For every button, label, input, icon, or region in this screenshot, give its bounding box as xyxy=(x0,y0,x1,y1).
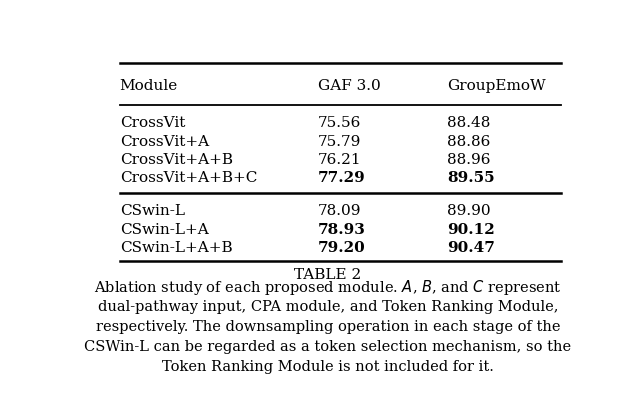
Text: CSwin-L: CSwin-L xyxy=(120,204,185,218)
Text: CSwin-L+A: CSwin-L+A xyxy=(120,223,209,237)
Text: respectively. The downsampling operation in each stage of the: respectively. The downsampling operation… xyxy=(96,320,560,334)
Text: GAF 3.0: GAF 3.0 xyxy=(318,79,381,93)
Text: 89.55: 89.55 xyxy=(447,172,495,186)
Text: dual-pathway input, CPA module, and Token Ranking Module,: dual-pathway input, CPA module, and Toke… xyxy=(98,300,558,314)
Text: 78.93: 78.93 xyxy=(318,223,366,237)
Text: 88.86: 88.86 xyxy=(447,134,490,148)
Text: CSwin-L+A+B: CSwin-L+A+B xyxy=(120,241,232,255)
Text: 75.79: 75.79 xyxy=(318,134,362,148)
Text: Ablation study of each proposed module. $\it{A}$, $\it{B}$, and $\it{C}$ represe: Ablation study of each proposed module. … xyxy=(94,278,562,297)
Text: 79.20: 79.20 xyxy=(318,241,366,255)
Text: Module: Module xyxy=(120,79,178,93)
Text: CrossVit+A+B: CrossVit+A+B xyxy=(120,153,233,167)
Text: CrossVit+A: CrossVit+A xyxy=(120,134,209,148)
Text: 88.48: 88.48 xyxy=(447,116,490,130)
Text: CSWin-L can be regarded as a token selection mechanism, so the: CSWin-L can be regarded as a token selec… xyxy=(84,340,572,354)
Text: 90.47: 90.47 xyxy=(447,241,495,255)
Text: 77.29: 77.29 xyxy=(318,172,366,186)
Text: 76.21: 76.21 xyxy=(318,153,362,167)
Text: 89.90: 89.90 xyxy=(447,204,491,218)
Text: 88.96: 88.96 xyxy=(447,153,490,167)
Text: GroupEmoW: GroupEmoW xyxy=(447,79,546,93)
Text: CrossVit: CrossVit xyxy=(120,116,185,130)
Text: 75.56: 75.56 xyxy=(318,116,362,130)
Text: Token Ranking Module is not included for it.: Token Ranking Module is not included for… xyxy=(162,360,494,374)
Text: 78.09: 78.09 xyxy=(318,204,362,218)
Text: TABLE 2: TABLE 2 xyxy=(294,268,362,282)
Text: 90.12: 90.12 xyxy=(447,223,495,237)
Text: CrossVit+A+B+C: CrossVit+A+B+C xyxy=(120,172,257,186)
